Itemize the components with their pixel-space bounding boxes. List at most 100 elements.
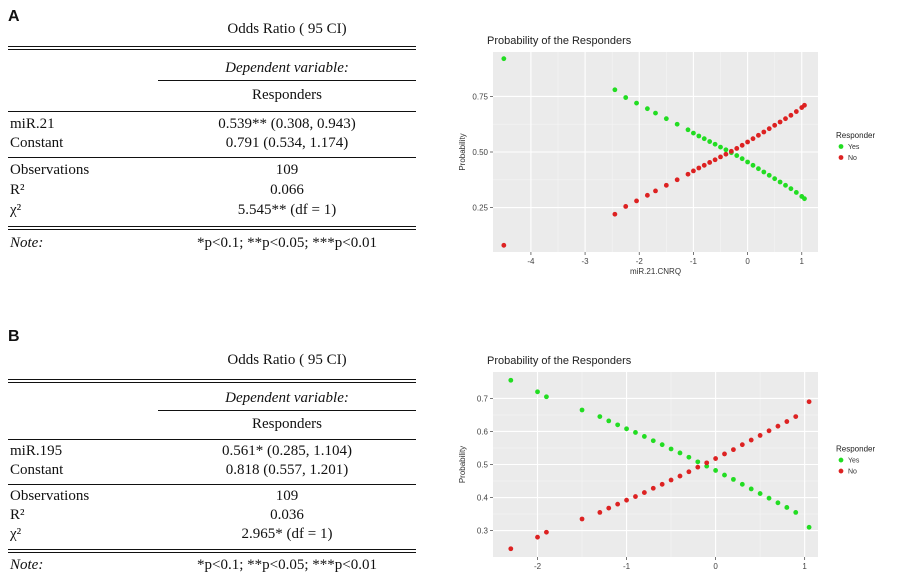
data-point-no <box>686 469 692 475</box>
data-point-yes <box>612 87 618 93</box>
mid-rule <box>158 410 416 411</box>
x-tick-label: -3 <box>582 257 590 266</box>
scatter-chart-a: Probability of the Responders -4 -3 -2 -1 0 1 0… <box>458 35 875 276</box>
legend-title: Responders <box>836 445 875 454</box>
legend-key-no <box>838 468 844 474</box>
data-point-yes <box>674 121 680 127</box>
row-value: 2.965* (df = 1) <box>241 526 333 542</box>
row-label: χ² <box>10 526 22 542</box>
top-rule <box>8 46 416 47</box>
header-rule <box>8 439 416 440</box>
data-point-yes <box>615 422 621 428</box>
data-point-no <box>674 177 680 183</box>
data-point-no <box>772 122 778 128</box>
data-point-no <box>766 126 772 132</box>
data-point-no <box>707 160 713 165</box>
data-point-yes <box>659 442 665 448</box>
data-point-yes <box>739 481 745 487</box>
data-point-yes <box>739 156 745 162</box>
data-point-yes <box>597 414 603 419</box>
row-label: miR.21 <box>10 116 55 132</box>
data-point-yes <box>686 454 692 460</box>
table-row: χ² 2.965* (df = 1) <box>8 526 416 546</box>
data-point-no <box>723 151 729 157</box>
data-point-yes <box>623 95 629 100</box>
data-point-yes <box>707 139 713 144</box>
x-tick-label: 1 <box>800 257 805 266</box>
data-point-yes <box>704 463 710 469</box>
data-point-no <box>685 171 691 177</box>
data-point-yes <box>713 468 719 473</box>
row-label: R² <box>10 182 25 198</box>
top-rule <box>8 382 416 383</box>
data-point-no <box>793 109 799 114</box>
data-point-yes <box>750 162 756 168</box>
dependent-variable-name: Responders <box>252 416 322 432</box>
data-point-yes <box>761 169 767 175</box>
data-point-yes <box>777 179 783 185</box>
header-rule <box>8 111 416 112</box>
bottom-rule <box>8 229 416 230</box>
y-tick-label: 0.75 <box>472 92 488 101</box>
row-value: 109 <box>275 488 299 504</box>
row-value: 0.539** (0.308, 0.943) <box>218 116 356 132</box>
data-point-no <box>701 162 707 168</box>
data-point-yes <box>508 377 514 383</box>
data-point-no <box>612 211 618 217</box>
table-row: Constant 0.818 (0.557, 1.201) <box>8 462 416 482</box>
legend-key-yes <box>838 144 844 149</box>
x-tick-label: -4 <box>527 257 535 266</box>
row-value: 0.036 <box>270 507 304 523</box>
data-point-yes <box>544 394 549 400</box>
data-point-no <box>623 204 629 209</box>
legend-label-yes: Yes <box>848 458 860 465</box>
x-tick-label: -1 <box>690 257 698 266</box>
note-text: *p<0.1; **p<0.05; ***p<0.01 <box>197 235 377 251</box>
data-point-yes <box>775 500 781 506</box>
data-point-no <box>745 139 750 145</box>
note-label: Note: <box>10 235 44 251</box>
table-row: miR.195 0.561* (0.285, 1.104) <box>8 443 416 463</box>
section-rule <box>8 157 416 158</box>
y-tick-label: 0.5 <box>477 461 489 470</box>
data-point-no <box>633 494 638 499</box>
data-point-no <box>750 136 756 142</box>
data-point-no <box>624 497 629 503</box>
data-point-no <box>728 148 734 154</box>
y-tick-label: 0.6 <box>477 427 489 436</box>
data-point-yes <box>723 147 729 153</box>
data-point-no <box>508 546 514 552</box>
y-tick-label: 0.25 <box>472 204 488 213</box>
chart-title: Probability of the Responders <box>487 35 632 47</box>
data-point-no <box>756 132 761 138</box>
row-label: χ² <box>10 202 22 218</box>
table-row: Constant 0.791 (0.534, 1.174) <box>8 135 416 155</box>
chart-title: Probability of the Responders <box>487 355 632 367</box>
data-point-no <box>677 473 683 479</box>
data-point-no <box>783 116 788 122</box>
row-value: 0.066 <box>270 182 304 198</box>
row-label: miR.195 <box>10 443 63 459</box>
row-label: Constant <box>10 135 64 151</box>
x-tick-label: 0 <box>745 257 750 266</box>
data-point-no <box>766 428 772 434</box>
x-tick-label: -2 <box>636 257 644 266</box>
data-point-yes <box>653 110 658 116</box>
data-point-yes <box>696 133 702 139</box>
data-point-no <box>653 188 658 194</box>
data-point-no <box>806 399 812 405</box>
data-point-no <box>775 423 781 429</box>
y-axis-label: Probability <box>458 133 467 170</box>
data-point-no <box>695 464 701 470</box>
x-tick-label: 0 <box>713 562 718 571</box>
table-note: Note: *p<0.1; **p<0.05; ***p<0.01 <box>8 557 416 577</box>
legend-key-yes <box>838 457 844 463</box>
data-point-no <box>544 529 549 535</box>
dependent-variable-label: Dependent variable: <box>225 390 349 406</box>
data-point-yes <box>788 186 794 192</box>
x-tick-label: -1 <box>623 562 631 571</box>
data-point-no <box>704 460 710 466</box>
data-point-no <box>739 442 745 448</box>
data-point-yes <box>677 450 683 456</box>
data-point-yes <box>748 486 754 492</box>
